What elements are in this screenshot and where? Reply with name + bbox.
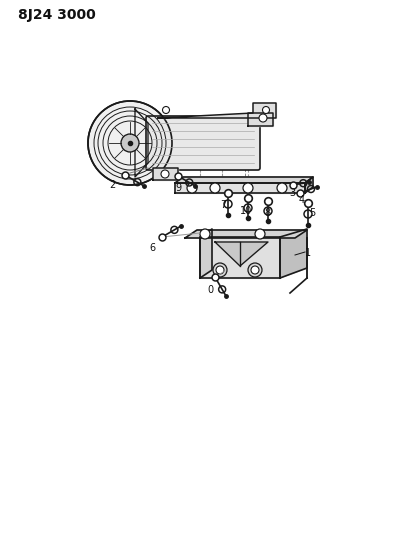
Circle shape <box>88 101 172 185</box>
Circle shape <box>121 134 139 152</box>
Circle shape <box>262 107 270 114</box>
Text: 0: 0 <box>207 285 213 295</box>
Polygon shape <box>200 237 280 278</box>
Polygon shape <box>280 229 307 278</box>
Text: 1: 1 <box>305 248 311 258</box>
Text: 7: 7 <box>220 200 226 210</box>
Polygon shape <box>200 229 212 278</box>
Text: 6: 6 <box>149 243 155 253</box>
Text: 10: 10 <box>240 206 252 216</box>
Polygon shape <box>305 177 313 193</box>
Circle shape <box>216 266 224 274</box>
FancyBboxPatch shape <box>146 116 260 170</box>
Circle shape <box>248 263 262 277</box>
Text: 8J24 3000: 8J24 3000 <box>18 8 96 22</box>
Circle shape <box>162 107 170 114</box>
Circle shape <box>161 170 169 178</box>
Circle shape <box>277 183 287 193</box>
Polygon shape <box>175 177 313 183</box>
Text: 3: 3 <box>289 188 295 198</box>
Circle shape <box>251 266 259 274</box>
Text: 8: 8 <box>264 208 270 218</box>
Text: 9: 9 <box>175 183 181 193</box>
Polygon shape <box>153 168 178 180</box>
Polygon shape <box>135 109 148 177</box>
Text: 2: 2 <box>109 180 115 190</box>
Circle shape <box>243 183 253 193</box>
Polygon shape <box>248 113 273 126</box>
Circle shape <box>210 183 220 193</box>
Polygon shape <box>215 242 268 266</box>
Polygon shape <box>175 183 305 193</box>
Circle shape <box>259 114 267 122</box>
Circle shape <box>213 263 227 277</box>
Polygon shape <box>185 230 307 238</box>
Circle shape <box>255 229 265 239</box>
Text: 4: 4 <box>299 195 305 205</box>
Polygon shape <box>158 103 276 118</box>
Circle shape <box>187 183 197 193</box>
Text: 5: 5 <box>309 208 315 218</box>
Circle shape <box>200 229 210 239</box>
